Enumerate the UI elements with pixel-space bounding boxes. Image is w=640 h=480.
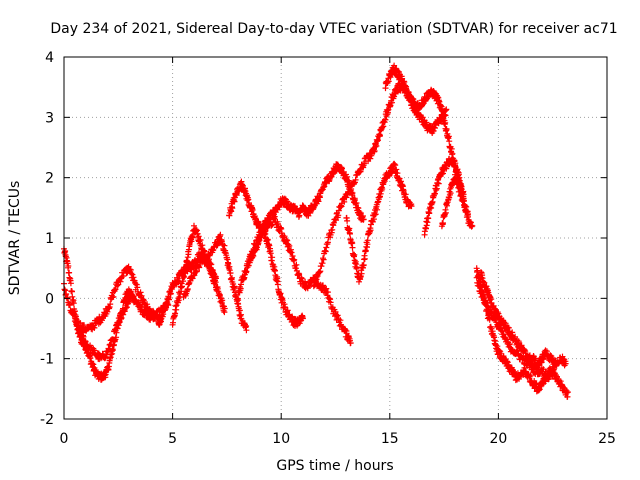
x-tick-label: 5 bbox=[168, 431, 177, 447]
series-markers bbox=[438, 171, 471, 230]
y-axis-label: SDTVAR / TECUs bbox=[7, 181, 23, 296]
chart-title: Day 234 of 2021, Sidereal Day-to-day VTE… bbox=[50, 21, 617, 37]
plot-points bbox=[61, 62, 571, 400]
series-track-15 bbox=[473, 274, 569, 383]
series-track-13 bbox=[438, 171, 471, 230]
series-markers bbox=[245, 213, 354, 347]
y-tick-label: 1 bbox=[45, 231, 54, 247]
series-markers bbox=[169, 222, 228, 328]
series-track-3 bbox=[71, 289, 135, 363]
series-track-14 bbox=[473, 265, 571, 400]
x-tick-label: 10 bbox=[272, 431, 290, 447]
series-track-16 bbox=[478, 269, 558, 370]
x-tick-label: 15 bbox=[381, 431, 399, 447]
y-tick-label: -2 bbox=[40, 412, 54, 428]
x-tick-label: 25 bbox=[598, 431, 616, 447]
series-track-8 bbox=[245, 213, 354, 347]
y-tick-label: 0 bbox=[45, 291, 54, 307]
series-markers bbox=[71, 289, 135, 363]
series-markers bbox=[343, 160, 415, 285]
y-tick-label: 3 bbox=[45, 110, 54, 126]
series-track-11 bbox=[382, 62, 450, 136]
x-tick-label: 20 bbox=[489, 431, 507, 447]
series-track-10 bbox=[343, 160, 415, 285]
y-tick-label: 4 bbox=[45, 50, 54, 66]
x-tick-label: 0 bbox=[60, 431, 69, 447]
x-axis: 0 5 10 15 20 25 bbox=[60, 57, 616, 447]
series-track-4 bbox=[169, 222, 228, 328]
series-markers bbox=[473, 274, 569, 383]
series-markers bbox=[478, 269, 558, 370]
x-axis-label: GPS time / hours bbox=[276, 458, 393, 474]
y-tick-label: -1 bbox=[40, 352, 54, 368]
series-track-5 bbox=[180, 231, 250, 334]
y-axis: -2 -1 0 1 2 3 4 bbox=[40, 50, 607, 428]
y-tick-label: 2 bbox=[45, 171, 54, 187]
series-markers bbox=[180, 231, 250, 334]
series-markers bbox=[473, 265, 571, 400]
series-markers bbox=[382, 62, 450, 136]
